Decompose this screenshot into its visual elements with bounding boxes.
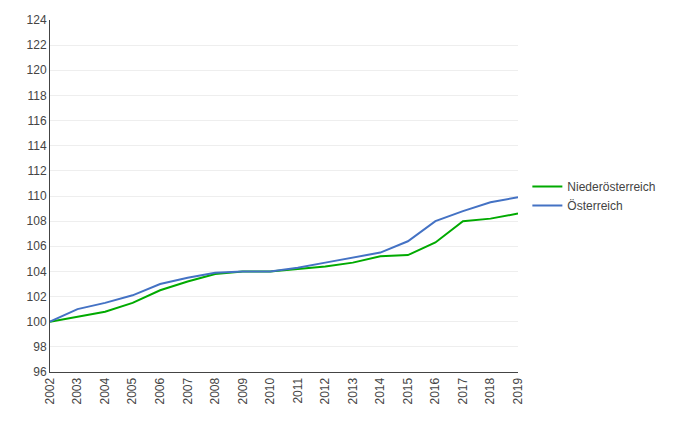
svg-text:102: 102 — [27, 290, 47, 304]
svg-text:2019: 2019 — [511, 377, 525, 404]
svg-text:2018: 2018 — [483, 377, 497, 404]
svg-text:120: 120 — [27, 63, 47, 77]
svg-text:2016: 2016 — [428, 377, 442, 404]
svg-text:100: 100 — [27, 315, 47, 329]
svg-text:106: 106 — [27, 239, 47, 253]
svg-text:2017: 2017 — [456, 377, 470, 404]
svg-text:112: 112 — [27, 164, 46, 178]
svg-text:2006: 2006 — [153, 377, 167, 404]
svg-text:2015: 2015 — [401, 377, 415, 404]
svg-text:2007: 2007 — [181, 377, 195, 404]
svg-text:124: 124 — [27, 13, 47, 27]
svg-text:110: 110 — [27, 189, 46, 203]
svg-text:2010: 2010 — [263, 377, 277, 404]
svg-text:122: 122 — [27, 38, 47, 52]
svg-text:2012: 2012 — [318, 377, 332, 404]
svg-text:114: 114 — [27, 139, 46, 153]
svg-text:2009: 2009 — [236, 377, 250, 404]
svg-text:98: 98 — [33, 340, 47, 354]
svg-text:2003: 2003 — [70, 377, 84, 404]
svg-text:2013: 2013 — [346, 377, 360, 404]
svg-text:2002: 2002 — [43, 377, 57, 404]
svg-text:Österreich: Österreich — [567, 199, 622, 213]
svg-text:2008: 2008 — [208, 377, 222, 404]
svg-text:118: 118 — [27, 89, 46, 103]
svg-text:2005: 2005 — [125, 377, 139, 404]
svg-text:116: 116 — [27, 114, 46, 128]
svg-text:108: 108 — [27, 214, 47, 228]
svg-text:2014: 2014 — [373, 377, 387, 404]
svg-text:96: 96 — [33, 365, 47, 379]
svg-text:2011: 2011 — [291, 377, 305, 403]
svg-text:2004: 2004 — [98, 377, 112, 404]
svg-text:Niederösterreich: Niederösterreich — [567, 180, 655, 194]
svg-text:104: 104 — [27, 265, 47, 279]
